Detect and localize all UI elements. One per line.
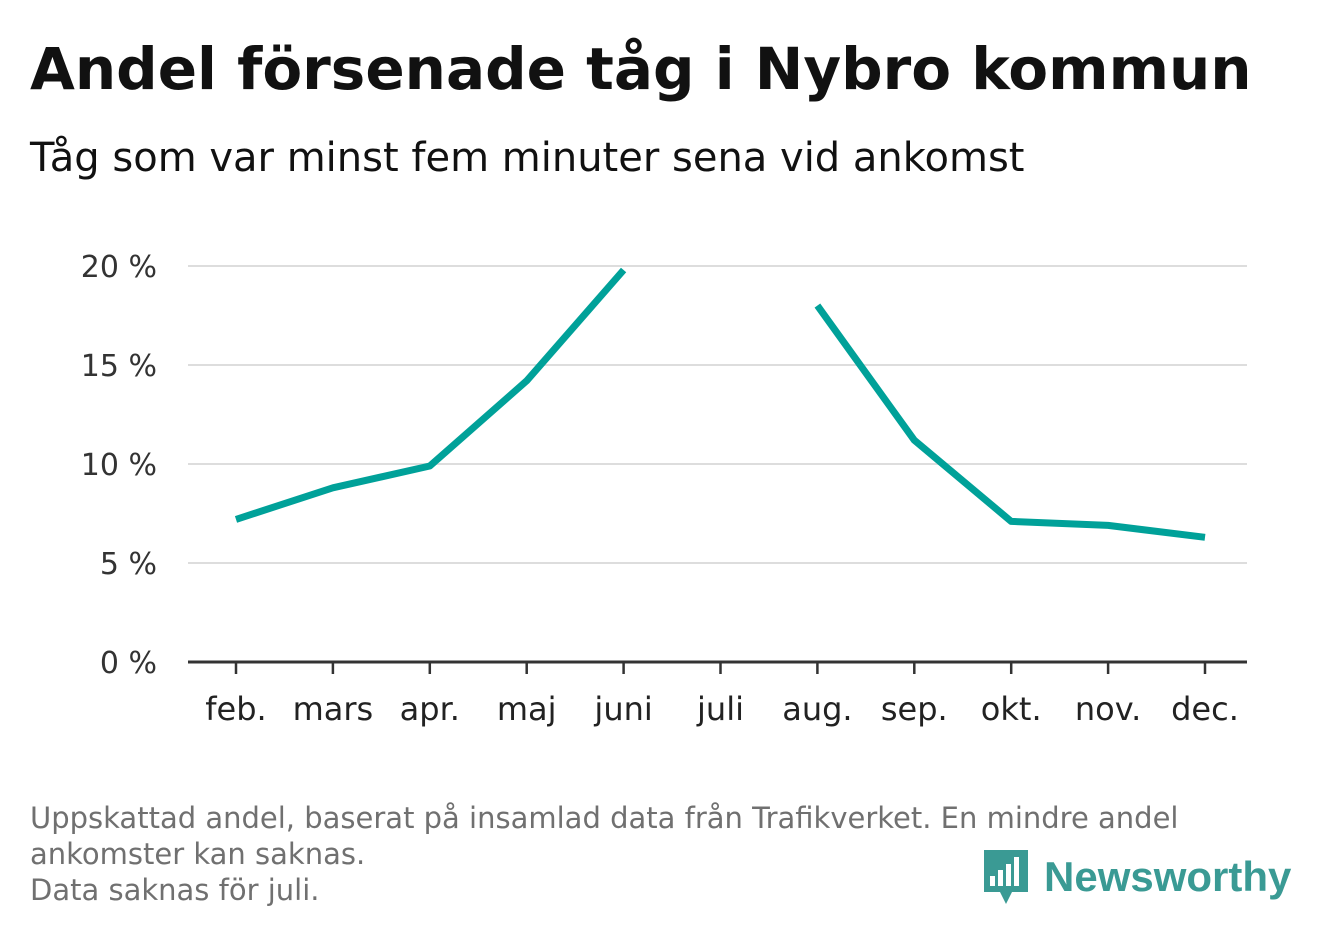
x-tick-label: feb. <box>205 690 266 728</box>
y-tick-label: 15 % <box>81 349 157 384</box>
brand-name: Newsworthy <box>1044 853 1292 900</box>
footnote: Uppskattad andel, baserat på insamlad da… <box>30 800 1179 908</box>
x-tick-label: dec. <box>1171 690 1239 728</box>
x-tick-label: aug. <box>782 690 852 728</box>
y-tick-label: 20 % <box>81 250 157 285</box>
y-tick-label: 0 % <box>100 646 157 681</box>
chart-title: Andel försenade tåg i Nybro kommun <box>30 35 1252 103</box>
x-tick-label: apr. <box>400 690 460 728</box>
x-axis-tick-labels: feb. mars apr. maj juni juli aug. sep. okt. nov. d… <box>205 690 1239 728</box>
x-axis <box>188 660 1247 674</box>
line-chart: 0 % 5 % 10 % 15 % 20 % feb. mars apr. maj juni ju… <box>81 250 1247 728</box>
x-tick-label: juni <box>593 690 652 728</box>
series-line <box>814 303 1206 541</box>
gridlines <box>188 265 1247 564</box>
y-tick-label: 10 % <box>81 448 157 483</box>
footnote-line-2: ankomster kan saknas. <box>30 837 366 871</box>
x-tick-label: okt. <box>981 690 1042 728</box>
y-tick-label: 5 % <box>100 547 157 582</box>
newsworthy-logo: Newsworthy <box>980 846 1291 908</box>
x-tick-label: mars <box>293 690 374 728</box>
x-tick-label: juli <box>696 690 744 728</box>
y-axis-tick-labels: 0 % 5 % 10 % 15 % 20 % <box>81 250 157 681</box>
footnote-line-3: Data saknas för juli. <box>30 873 320 907</box>
series-line <box>234 267 627 523</box>
x-tick-label: nov. <box>1075 690 1141 728</box>
footnote-line-1: Uppskattad andel, baserat på insamlad da… <box>30 801 1179 835</box>
data-series <box>234 267 1206 541</box>
chart-subtitle: Tåg som var minst fem minuter sena vid a… <box>30 135 1025 181</box>
newsworthy-bar-chart-icon <box>984 850 1028 904</box>
x-tick-label: sep. <box>881 690 948 728</box>
x-tick-label: maj <box>497 690 557 728</box>
